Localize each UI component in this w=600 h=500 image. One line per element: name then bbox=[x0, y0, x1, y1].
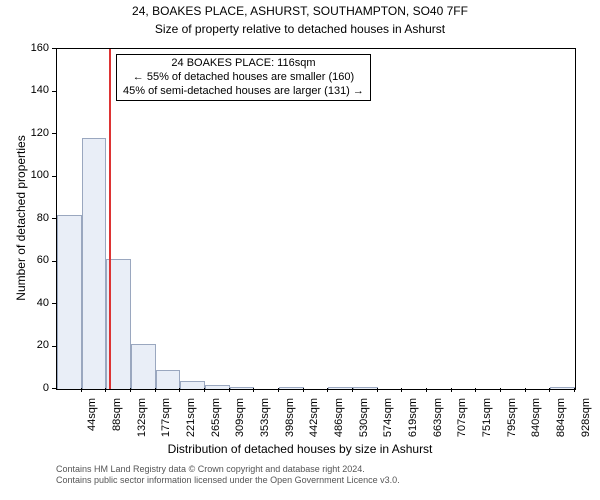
y-tick-mark bbox=[52, 303, 56, 304]
x-tick-label: 221sqm bbox=[185, 398, 197, 458]
histogram-bar bbox=[205, 385, 230, 389]
x-tick-mark bbox=[204, 388, 205, 392]
x-tick-label: 265sqm bbox=[210, 398, 222, 458]
x-tick-mark bbox=[179, 388, 180, 392]
property-annotation: 24 BOAKES PLACE: 116sqm← 55% of detached… bbox=[116, 54, 371, 101]
x-tick-label: 177sqm bbox=[160, 398, 172, 458]
y-tick-label: 100 bbox=[21, 169, 49, 181]
x-tick-label: 840sqm bbox=[530, 398, 542, 458]
x-tick-mark bbox=[475, 388, 476, 392]
annotation-line: 24 BOAKES PLACE: 116sqm bbox=[123, 57, 364, 71]
x-tick-mark bbox=[81, 388, 82, 392]
x-tick-mark bbox=[574, 388, 575, 392]
x-tick-label: 398sqm bbox=[284, 398, 296, 458]
x-tick-mark bbox=[525, 388, 526, 392]
x-tick-label: 132sqm bbox=[136, 398, 148, 458]
x-tick-mark bbox=[278, 388, 279, 392]
y-tick-mark bbox=[52, 91, 56, 92]
histogram-bar bbox=[279, 387, 304, 389]
y-tick-mark bbox=[52, 133, 56, 134]
x-tick-label: 795sqm bbox=[506, 398, 518, 458]
annotation-line: ← 55% of detached houses are smaller (16… bbox=[123, 71, 364, 85]
y-tick-label: 20 bbox=[21, 339, 49, 351]
copyright-line-1: Contains HM Land Registry data © Crown c… bbox=[56, 464, 365, 474]
x-tick-mark bbox=[451, 388, 452, 392]
y-tick-mark bbox=[52, 346, 56, 347]
histogram-bar bbox=[82, 138, 107, 389]
x-tick-mark bbox=[377, 388, 378, 392]
chart-root: 24, BOAKES PLACE, ASHURST, SOUTHAMPTON, … bbox=[0, 0, 600, 500]
y-tick-label: 160 bbox=[21, 42, 49, 54]
x-tick-mark bbox=[105, 388, 106, 392]
y-tick-mark bbox=[52, 218, 56, 219]
copyright-line-2: Contains public sector information licen… bbox=[56, 475, 400, 485]
histogram-bar bbox=[131, 344, 156, 389]
x-tick-label: 884sqm bbox=[555, 398, 567, 458]
y-tick-mark bbox=[52, 388, 56, 389]
chart-title-2: Size of property relative to detached ho… bbox=[0, 22, 600, 36]
histogram-bar bbox=[353, 387, 378, 389]
annotation-line: 45% of semi-detached houses are larger (… bbox=[123, 85, 364, 99]
y-tick-mark bbox=[52, 48, 56, 49]
x-tick-mark bbox=[229, 388, 230, 392]
x-tick-label: 44sqm bbox=[86, 398, 98, 458]
x-tick-label: 928sqm bbox=[580, 398, 592, 458]
x-tick-mark bbox=[303, 388, 304, 392]
x-tick-label: 574sqm bbox=[382, 398, 394, 458]
x-tick-label: 619sqm bbox=[407, 398, 419, 458]
x-tick-mark bbox=[401, 388, 402, 392]
x-tick-mark bbox=[500, 388, 501, 392]
histogram-bar bbox=[57, 215, 82, 389]
histogram-bar bbox=[180, 381, 205, 390]
x-tick-mark bbox=[426, 388, 427, 392]
x-tick-label: 486sqm bbox=[333, 398, 345, 458]
x-tick-label: 442sqm bbox=[308, 398, 320, 458]
x-tick-mark bbox=[549, 388, 550, 392]
x-tick-label: 88sqm bbox=[111, 398, 123, 458]
y-tick-label: 140 bbox=[21, 84, 49, 96]
histogram-bar bbox=[550, 387, 575, 389]
x-tick-mark bbox=[327, 388, 328, 392]
x-tick-label: 353sqm bbox=[259, 398, 271, 458]
x-tick-mark bbox=[155, 388, 156, 392]
y-tick-label: 0 bbox=[21, 382, 49, 394]
y-tick-mark bbox=[52, 176, 56, 177]
y-tick-label: 60 bbox=[21, 254, 49, 266]
x-tick-label: 530sqm bbox=[358, 398, 370, 458]
x-tick-label: 663sqm bbox=[432, 398, 444, 458]
y-tick-label: 40 bbox=[21, 297, 49, 309]
histogram-bar bbox=[156, 370, 181, 389]
histogram-bar bbox=[328, 387, 353, 389]
y-tick-label: 80 bbox=[21, 212, 49, 224]
chart-title-1: 24, BOAKES PLACE, ASHURST, SOUTHAMPTON, … bbox=[0, 4, 600, 18]
y-tick-mark bbox=[52, 261, 56, 262]
x-tick-mark bbox=[352, 388, 353, 392]
y-tick-label: 120 bbox=[21, 127, 49, 139]
property-marker-line bbox=[109, 49, 111, 389]
x-tick-mark bbox=[253, 388, 254, 392]
x-tick-label: 707sqm bbox=[456, 398, 468, 458]
x-tick-mark bbox=[130, 388, 131, 392]
x-tick-label: 751sqm bbox=[481, 398, 493, 458]
histogram-bar bbox=[230, 387, 255, 389]
x-tick-label: 309sqm bbox=[234, 398, 246, 458]
